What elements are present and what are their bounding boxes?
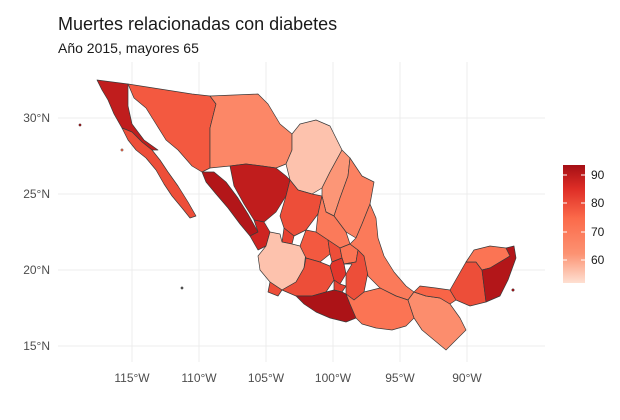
legend-tick-label: 90 xyxy=(591,168,605,182)
state-colima xyxy=(267,281,283,297)
x-axis-labels: 115°W 110°W 105°W 100°W 95°W 90°W xyxy=(114,371,482,385)
state-baja-california-sur xyxy=(121,127,197,219)
y-tick-label: 20°N xyxy=(23,263,50,277)
y-tick-label: 25°N xyxy=(23,187,50,201)
y-tick-label: 15°N xyxy=(23,339,50,353)
y-axis-labels: 30°N 25°N 20°N 15°N xyxy=(23,111,50,353)
state-layer xyxy=(96,79,517,351)
state-nayarit xyxy=(249,219,271,251)
map-subtitle: Año 2015, mayores 65 xyxy=(58,40,199,56)
x-tick-label: 115°W xyxy=(114,371,150,385)
legend-colorbar xyxy=(563,165,585,283)
islands xyxy=(78,123,515,292)
y-tick-label: 30°N xyxy=(23,111,50,125)
map-title: Muertes relacionadas con diabetes xyxy=(58,14,338,34)
color-legend: 90 80 70 60 xyxy=(563,165,605,283)
legend-tick-label: 80 xyxy=(591,196,605,210)
state-sonora xyxy=(127,83,217,173)
state-morelos xyxy=(333,279,347,293)
legend-tick-label: 70 xyxy=(591,225,605,239)
legend-tick-label: 60 xyxy=(591,253,605,267)
state-jalisco xyxy=(257,231,307,291)
state-chihuahua xyxy=(209,93,293,169)
x-tick-label: 95°W xyxy=(385,371,415,385)
x-tick-label: 90°W xyxy=(452,371,482,385)
x-tick-label: 100°W xyxy=(315,371,352,385)
state-quintana-roo xyxy=(481,245,517,303)
x-tick-label: 105°W xyxy=(248,371,285,385)
x-tick-label: 110°W xyxy=(181,371,217,385)
state-oaxaca xyxy=(345,287,415,331)
